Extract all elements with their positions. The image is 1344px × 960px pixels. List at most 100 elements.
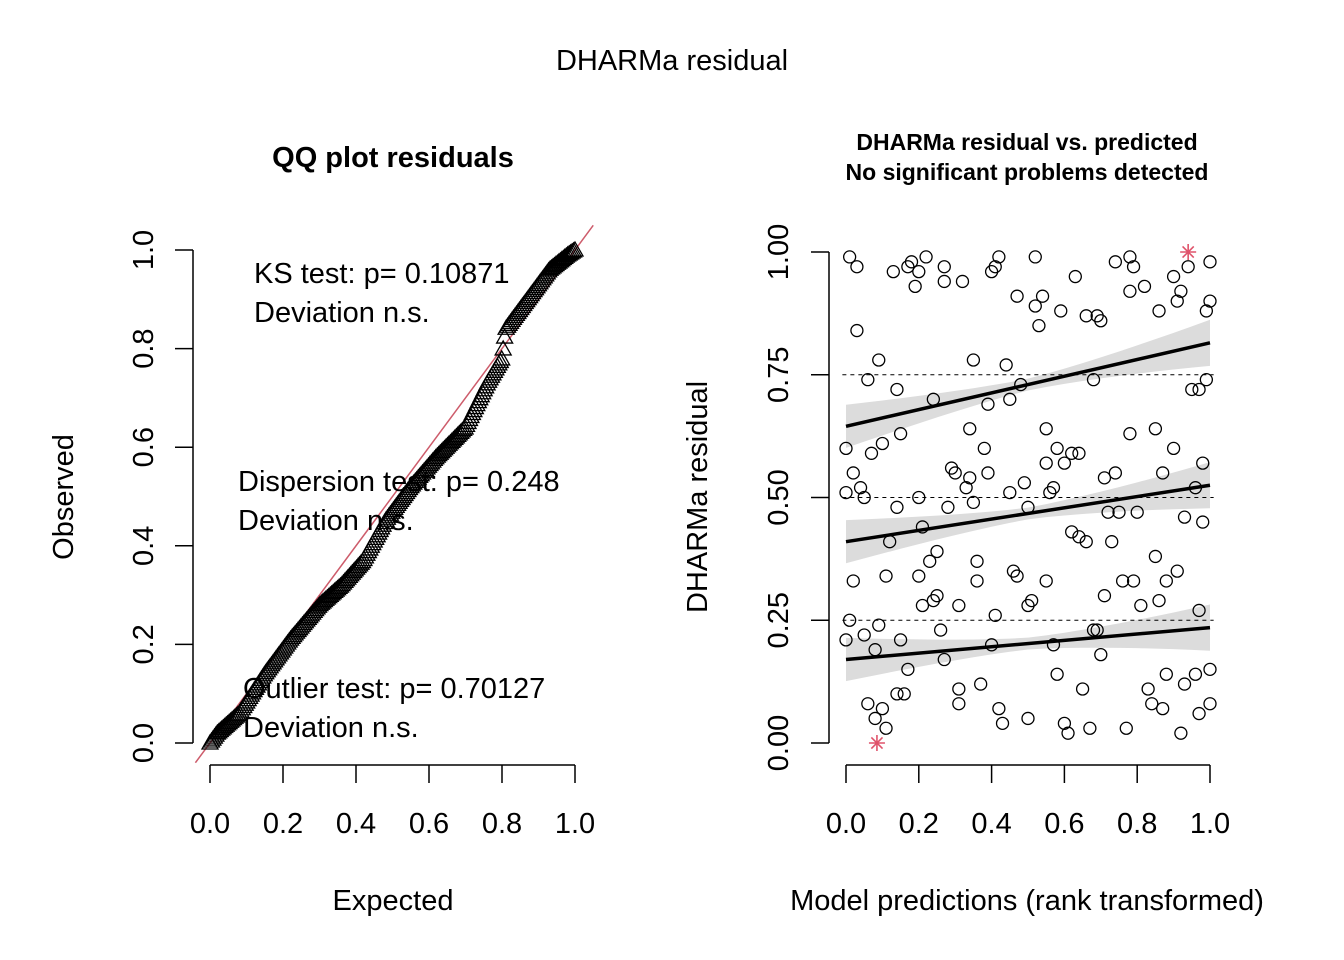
residual-point bbox=[1010, 289, 1024, 303]
residual-point bbox=[1097, 589, 1112, 603]
residual-point bbox=[1021, 711, 1035, 726]
qq-annotation-line: Outlier test: p= 0.70127 bbox=[243, 673, 545, 705]
residual-point bbox=[1094, 314, 1108, 328]
qq-x-tick-label: 0.4 bbox=[336, 808, 376, 840]
residual-point bbox=[937, 652, 951, 667]
residual-point bbox=[915, 520, 930, 534]
residual-point bbox=[1145, 697, 1159, 711]
residual-point bbox=[861, 373, 875, 387]
residual-point bbox=[857, 628, 871, 642]
residual-point bbox=[872, 618, 886, 632]
quantile-fit-line bbox=[845, 341, 1211, 429]
residual-plot-title: DHARMa residual vs. predicted bbox=[856, 129, 1197, 155]
qq-y-tick-label: 1.0 bbox=[128, 230, 160, 270]
residual-point bbox=[890, 382, 904, 397]
residual-point bbox=[941, 500, 955, 514]
residual-point bbox=[995, 716, 1010, 731]
qq-point bbox=[560, 244, 579, 261]
residual-y-tick-label: 0.25 bbox=[763, 592, 795, 648]
residual-point bbox=[1199, 304, 1214, 318]
residual-point bbox=[1196, 515, 1210, 529]
residual-point bbox=[937, 260, 951, 274]
residual-point bbox=[977, 441, 991, 456]
quantile-confidence-bands bbox=[846, 319, 1210, 682]
quantile-fit-lines bbox=[845, 341, 1211, 662]
residual-point bbox=[1079, 535, 1093, 549]
residual-vs-predicted-panel: DHARMa residual vs. predicted No signifi… bbox=[682, 129, 1264, 917]
residual-point bbox=[1203, 255, 1217, 269]
residual-point bbox=[992, 701, 1006, 716]
residual-point bbox=[890, 500, 904, 514]
qq-y-tick-label: 0.8 bbox=[128, 328, 160, 368]
residual-x-tick-label: 0.0 bbox=[826, 808, 866, 840]
residual-point bbox=[912, 490, 926, 505]
qq-annotation-line: Dispersion test: p= 0.248 bbox=[238, 466, 560, 498]
residual-point bbox=[966, 353, 981, 367]
quantile-fit-line bbox=[845, 625, 1211, 662]
residual-point bbox=[1170, 294, 1184, 308]
residual-x-tick-label: 0.2 bbox=[899, 808, 939, 840]
residual-point bbox=[1123, 284, 1137, 298]
residual-point bbox=[966, 495, 981, 510]
residual-point bbox=[886, 264, 900, 279]
outlier-star bbox=[1180, 244, 1197, 260]
residual-point bbox=[1148, 422, 1163, 436]
residual-point bbox=[839, 633, 853, 647]
residual-point bbox=[879, 569, 893, 583]
residual-point bbox=[1119, 721, 1133, 735]
residual-point bbox=[1203, 662, 1217, 676]
qq-annotation-line: Deviation n.s. bbox=[238, 505, 414, 537]
residual-point bbox=[897, 687, 911, 701]
residual-x-axis-label: Model predictions (rank transformed) bbox=[790, 885, 1264, 917]
residual-point bbox=[952, 598, 966, 613]
residual-point bbox=[1203, 697, 1217, 711]
residual-point bbox=[952, 697, 966, 711]
residual-point bbox=[1057, 716, 1072, 731]
residual-x-tick-label: 0.6 bbox=[1044, 808, 1084, 840]
residual-y-tick-label: 0.75 bbox=[763, 347, 795, 403]
residual-point bbox=[992, 250, 1006, 264]
residual-point bbox=[1192, 706, 1206, 721]
residual-point bbox=[937, 274, 951, 289]
residual-points bbox=[839, 250, 1217, 740]
qq-point bbox=[557, 246, 576, 263]
residual-point bbox=[1137, 279, 1152, 294]
residual-point bbox=[1050, 441, 1064, 456]
qq-point bbox=[564, 241, 583, 258]
residual-point bbox=[875, 701, 890, 716]
residual-point bbox=[1039, 422, 1053, 436]
qq-point bbox=[562, 242, 582, 259]
residual-point bbox=[1166, 441, 1181, 456]
residual-point bbox=[904, 255, 919, 269]
residual-point bbox=[912, 569, 926, 583]
qq-point bbox=[494, 339, 513, 356]
residual-point bbox=[1192, 603, 1206, 618]
qq-test-annotations: KS test: p= 0.10871 Deviation n.s. Dispers… bbox=[238, 258, 560, 744]
residual-point bbox=[1101, 505, 1115, 519]
residual-point bbox=[1039, 456, 1053, 470]
residual-point bbox=[1039, 574, 1053, 588]
residual-point bbox=[1152, 593, 1166, 608]
residual-point bbox=[890, 687, 904, 701]
residual-point bbox=[933, 623, 948, 637]
residual-point bbox=[1057, 456, 1072, 470]
qq-points bbox=[200, 240, 585, 750]
residual-point bbox=[1156, 466, 1170, 480]
residual-point bbox=[1046, 481, 1061, 495]
residual-point bbox=[1003, 392, 1017, 406]
residual-point bbox=[864, 446, 879, 460]
residual-point bbox=[959, 481, 973, 495]
qq-y-tick-label: 0.6 bbox=[128, 427, 160, 467]
qq-x-tick-label: 0.0 bbox=[190, 808, 230, 840]
residual-point bbox=[930, 589, 944, 603]
residual-point bbox=[1166, 269, 1181, 284]
residual-point bbox=[1054, 304, 1068, 318]
qq-x-axis-label: Expected bbox=[333, 885, 454, 917]
residual-point bbox=[974, 677, 988, 691]
qq-annotation-line: Deviation n.s. bbox=[243, 712, 419, 744]
residual-point bbox=[1156, 701, 1170, 716]
residual-point bbox=[1108, 255, 1123, 269]
residual-point bbox=[1072, 446, 1086, 460]
residual-point bbox=[846, 574, 860, 588]
outlier-star-stroke bbox=[870, 736, 884, 750]
